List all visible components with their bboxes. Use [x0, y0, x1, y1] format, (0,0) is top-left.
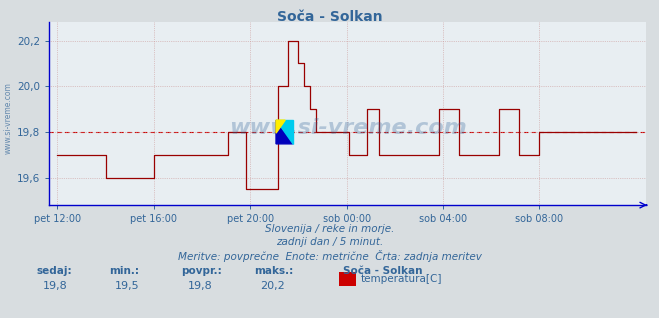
- Text: www.si-vreme.com: www.si-vreme.com: [229, 118, 467, 138]
- Polygon shape: [276, 120, 293, 144]
- Text: temperatura[C]: temperatura[C]: [361, 274, 443, 284]
- Polygon shape: [276, 120, 293, 144]
- Polygon shape: [276, 120, 285, 133]
- Text: maks.:: maks.:: [254, 266, 293, 275]
- Text: sedaj:: sedaj:: [36, 266, 72, 275]
- Text: 19,8: 19,8: [188, 281, 213, 291]
- Text: zadnji dan / 5 minut.: zadnji dan / 5 minut.: [276, 237, 383, 247]
- Text: min.:: min.:: [109, 266, 139, 275]
- Text: Soča - Solkan: Soča - Solkan: [277, 10, 382, 24]
- Text: Soča - Solkan: Soča - Solkan: [343, 266, 422, 275]
- Text: www.si-vreme.com: www.si-vreme.com: [4, 82, 13, 154]
- Text: Slovenija / reke in morje.: Slovenija / reke in morje.: [265, 224, 394, 234]
- Text: 19,8: 19,8: [43, 281, 68, 291]
- Text: 19,5: 19,5: [115, 281, 140, 291]
- Text: povpr.:: povpr.:: [181, 266, 222, 275]
- Text: 20,2: 20,2: [260, 281, 285, 291]
- Text: Meritve: povprečne  Enote: metrične  Črta: zadnja meritev: Meritve: povprečne Enote: metrične Črta:…: [177, 250, 482, 262]
